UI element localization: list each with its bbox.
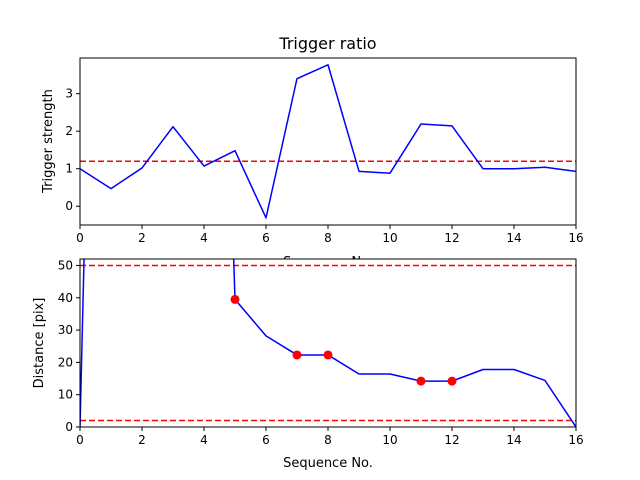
top-x-tick-label: 10 <box>382 231 397 245</box>
bottom-x-axis-label: Sequence No. <box>283 456 373 471</box>
bottom-plot-frame <box>79 258 577 428</box>
top-y-tick-label: 2 <box>65 124 73 138</box>
bottom-data-marker <box>230 294 240 304</box>
top-y-tick-label: 0 <box>65 199 73 213</box>
bottom-markers-group <box>230 294 457 386</box>
bottom-y-tick-label: 10 <box>58 388 73 402</box>
bottom-series-group <box>80 259 576 427</box>
bottom-x-tick-label: 10 <box>382 433 397 447</box>
bottom-x-tick-label: 12 <box>444 433 459 447</box>
bottom-data-marker <box>323 350 333 360</box>
bottom-series-line <box>80 259 576 427</box>
bottom-y-tick-label: 50 <box>58 258 73 272</box>
bottom-x-tick-label: 6 <box>262 433 270 447</box>
top-plot-frame <box>79 57 577 226</box>
bottom-data-marker <box>416 376 426 386</box>
top-x-tick-label: 0 <box>76 231 84 245</box>
top-x-tick-label: 6 <box>262 231 270 245</box>
top-series-group <box>80 64 576 219</box>
top-y-tick-label: 3 <box>65 87 73 101</box>
bottom-x-tick-label: 0 <box>76 433 84 447</box>
bottom-x-tick-label: 8 <box>324 433 332 447</box>
bottom-y-tick-label: 20 <box>58 355 73 369</box>
top-x-tick-label: 2 <box>138 231 146 245</box>
bottom-plot-background <box>80 259 576 427</box>
bottom-x-tick-label: 16 <box>568 433 583 447</box>
bottom-subplot: Sequence No. Sequence No. Distance [pix]… <box>32 255 584 471</box>
bottom-threshold-lines <box>80 264 576 422</box>
bottom-x-tick-label: 14 <box>506 433 521 447</box>
top-y-axis-label: Trigger strength <box>41 89 56 194</box>
top-y-tick-label: 1 <box>65 162 73 176</box>
bottom-x-tick-label: 4 <box>200 433 208 447</box>
top-subplot: Trigger ratio Trigger strength 0 2 4 6 8 10 12… <box>41 34 584 245</box>
bottom-y-tick-label: 30 <box>58 323 73 337</box>
bottom-y-tick-label: 0 <box>65 420 73 434</box>
bottom-data-marker <box>292 350 302 360</box>
top-x-tick-label: 8 <box>324 231 332 245</box>
bottom-axis-ticks: 0 2 4 6 8 10 12 14 16 0 10 20 30 40 50 <box>58 258 584 447</box>
top-x-tick-label: 16 <box>568 231 583 245</box>
bottom-data-marker <box>447 376 457 386</box>
top-x-tick-label: 14 <box>506 231 521 245</box>
top-chart-title: Trigger ratio <box>278 34 376 53</box>
bottom-x-tick-label: 2 <box>138 433 146 447</box>
top-x-tick-label: 4 <box>200 231 208 245</box>
top-series-line <box>80 64 576 219</box>
bottom-y-axis-label: Distance [pix] <box>32 298 47 389</box>
bottom-y-tick-label: 40 <box>58 291 73 305</box>
top-x-tick-label: 12 <box>444 231 459 245</box>
